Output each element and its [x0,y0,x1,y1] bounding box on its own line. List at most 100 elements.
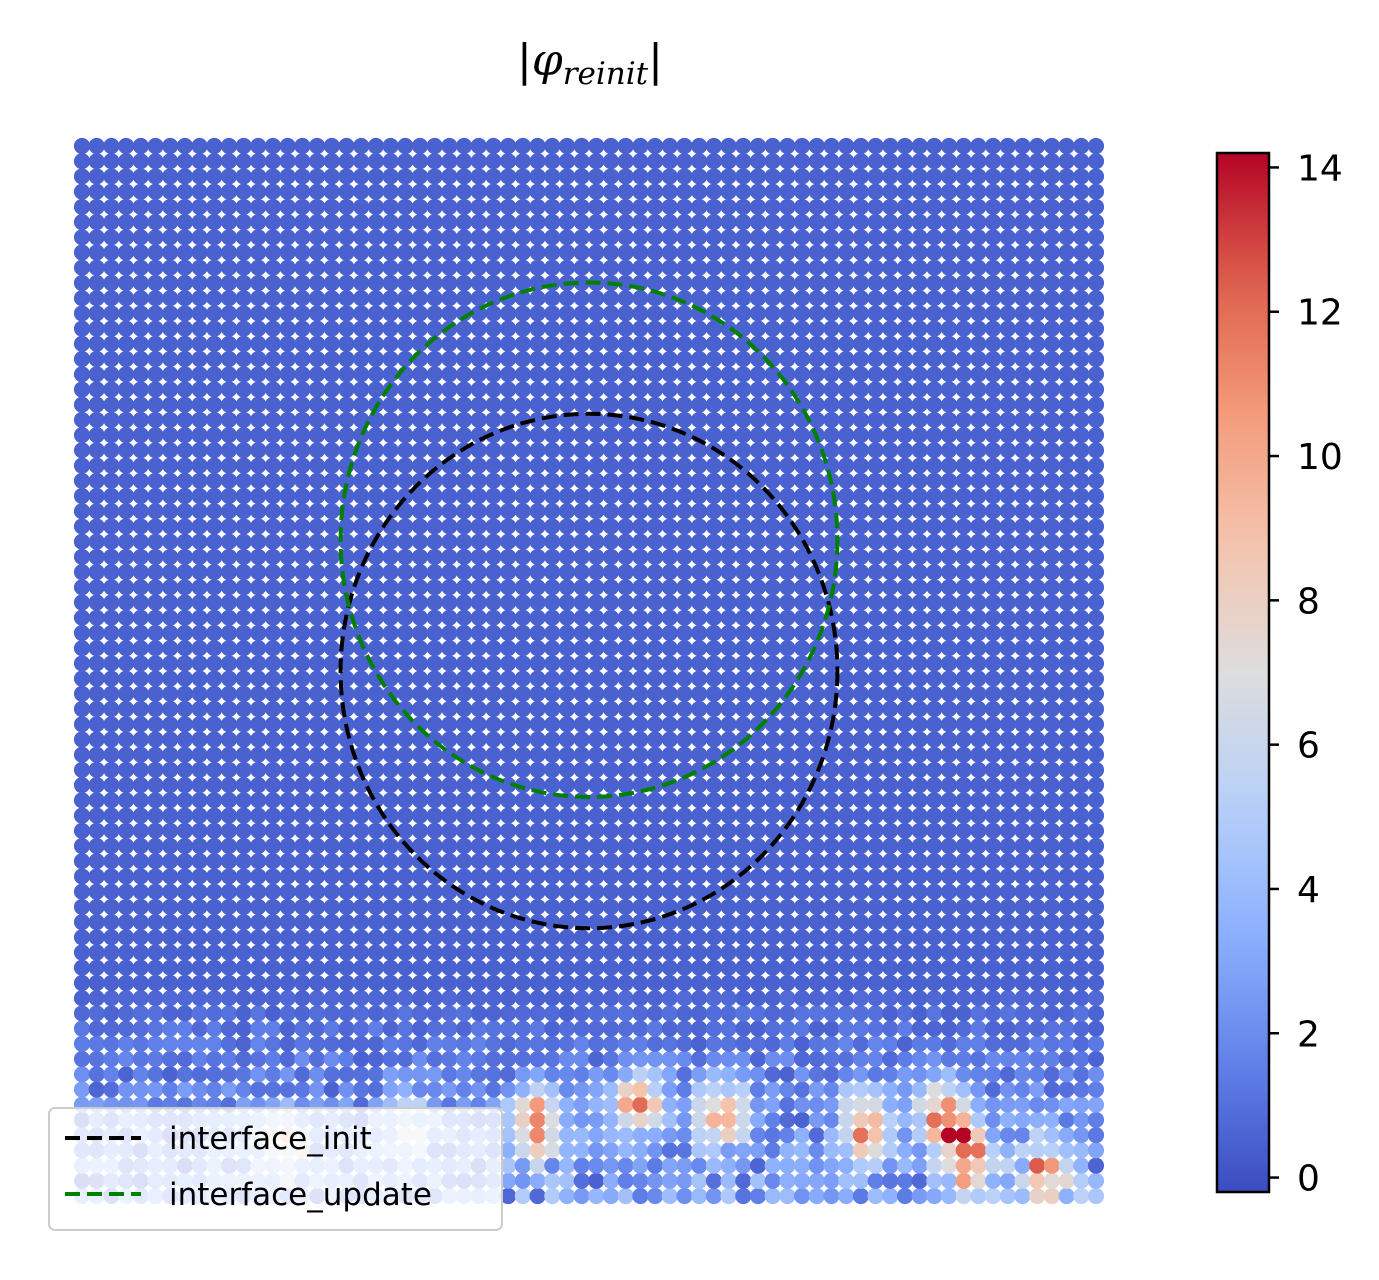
scatter-point [911,959,928,976]
scatter-point [676,396,693,413]
scatter-point [602,366,620,383]
scatter-point [250,624,267,642]
scatter-point [823,746,840,763]
scatter-point [661,396,678,413]
scatter-point [235,1081,252,1098]
scatter-point [970,533,987,550]
scatter-point [1014,457,1031,474]
scatter-point [720,1005,737,1022]
scatter-point [279,183,296,200]
scatter-point [573,518,590,535]
scatter-point [220,792,238,809]
scatter-point [470,503,487,520]
scatter-point [705,640,722,657]
scatter-point [808,929,825,946]
scatter-point [294,564,311,581]
scatter-point [896,746,914,763]
scatter-point [176,168,193,185]
scatter-point [676,777,693,794]
scatter-point [235,1020,252,1037]
scatter-point [485,716,502,733]
scatter-point [73,564,91,581]
scatter-point [867,898,884,915]
scatter-point [794,746,811,763]
scatter-point [294,807,311,824]
scatter-point [647,944,664,961]
scatter-point [852,457,869,474]
scatter-point [544,1081,561,1098]
scatter-point [1073,716,1090,733]
scatter-point [970,655,987,672]
scatter-point [529,974,546,992]
scatter-point [602,837,620,855]
scatter-point [88,1081,105,1098]
scatter-point [367,914,384,931]
scatter-point [705,1096,722,1113]
scatter-point [279,305,296,322]
scatter-point [896,1005,914,1022]
scatter-point [338,944,355,961]
scatter-point [794,944,811,961]
scatter-point [294,655,311,672]
scatter-point [896,290,914,307]
scatter-point [264,1066,282,1083]
scatter-point [397,198,414,215]
scatter-point [940,1096,958,1113]
scatter-point [485,1005,502,1022]
scatter-point [573,746,590,763]
scatter-point [705,807,722,824]
scatter-point [411,214,429,231]
scatter-point [632,396,649,413]
scatter-point [1087,700,1105,718]
scatter-point [1014,153,1031,170]
scatter-point [764,990,781,1007]
scatter-point [823,959,840,976]
scatter-point [382,564,399,581]
scatter-point [382,487,399,505]
scatter-point [206,1005,223,1022]
scatter-point [999,198,1016,215]
scatter-point [985,548,1002,565]
scatter-point [1087,914,1105,931]
scatter-point [735,624,752,642]
scatter-point [456,457,473,474]
scatter-point [250,837,267,855]
scatter-point [309,153,326,170]
scatter-point [896,1157,914,1174]
scatter-point [1073,579,1090,596]
scatter-point [661,746,678,763]
scatter-point [103,609,120,626]
scatter-point [1058,640,1075,657]
scatter-point [970,944,987,961]
scatter-point [73,1035,91,1052]
scatter-point [808,533,825,550]
scatter-point [823,335,840,352]
scatter-point [705,335,722,352]
scatter-point [602,503,620,520]
scatter-point [279,1020,296,1037]
scatter-point [544,761,561,778]
scatter-point [235,853,252,870]
scatter-point [940,564,958,581]
scatter-point [73,807,91,824]
scatter-point [1043,214,1060,231]
scatter-point [132,837,149,855]
scatter-point [955,229,972,246]
scatter-point [132,472,149,489]
scatter-point [1058,259,1075,276]
scatter-point [441,214,458,231]
scatter-point [1043,366,1060,383]
scatter-point [309,670,326,687]
scatter-point [985,214,1002,231]
scatter-point [617,1187,634,1205]
scatter-point [235,700,252,718]
scatter-point [279,761,296,778]
scatter-point [867,837,884,855]
scatter-point [485,1050,502,1068]
scatter-point [132,914,149,931]
scatter-point [940,320,958,337]
scatter-point [367,579,384,596]
scatter-point [382,868,399,885]
scatter-point [705,898,722,915]
scatter-point [1014,274,1031,292]
